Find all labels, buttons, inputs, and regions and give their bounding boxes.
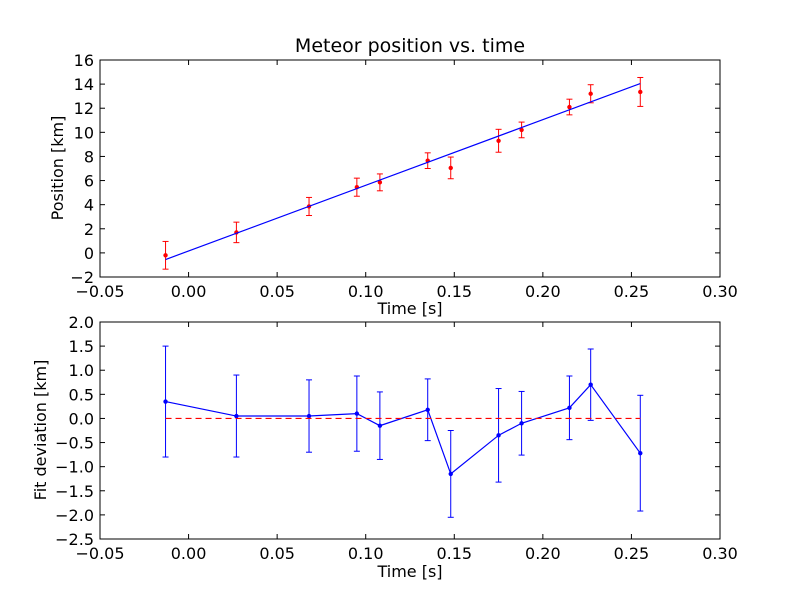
top-chart-title: Meteor position vs. time [295, 35, 525, 57]
bottom-data-point [519, 421, 524, 426]
bottom-data-point [588, 382, 593, 387]
bottom-axes: −0.05 0.00 0.05 0.10 0.15 0.20 0.25 0.30 −2.5 −2.… [31, 313, 738, 581]
top-axes: Meteor position vs. time −0.05 0.00 0.05 0.… [48, 35, 738, 318]
top-y-tick-label: −2 [70, 268, 94, 287]
top-data-point [588, 91, 593, 96]
bottom-x-tick-label: 0.25 [614, 544, 650, 563]
bottom-data-point [638, 450, 643, 456]
bottom-data-point [567, 405, 572, 411]
bottom-deviation-line [165, 383, 641, 475]
bottom-x-tick-label: 0.10 [348, 544, 384, 563]
bottom-data-point [306, 413, 312, 419]
top-data-point [377, 180, 383, 185]
bottom-y-tick-label: −0.5 [55, 434, 94, 453]
bottom-data-point [448, 471, 453, 477]
bottom-y-tick-label: 1.5 [69, 337, 94, 356]
top-fit-line [165, 82, 641, 261]
top-y-tick-label: 10 [74, 123, 94, 142]
bottom-data-point [354, 411, 360, 416]
top-x-tick-label: 0.25 [614, 282, 650, 301]
top-y-tick-label: 8 [84, 147, 94, 166]
top-x-tick-label: 0.05 [259, 282, 295, 301]
bottom-data-point [234, 413, 239, 419]
top-x-tick-label: 0.10 [348, 282, 384, 301]
top-data-point [496, 138, 501, 143]
top-y-tick-label: 12 [74, 99, 94, 118]
top-y-tick-label: 0 [84, 244, 94, 263]
bottom-data-point [496, 433, 501, 438]
top-data-point [448, 165, 453, 171]
bottom-y-tick-label: −1.5 [55, 482, 94, 501]
bottom-y-tick-label: 0.5 [69, 385, 94, 404]
bottom-y-tick-label: 1.0 [69, 361, 94, 380]
top-x-axis-label: Time [s] [376, 299, 442, 318]
bottom-x-tick-label: 0.00 [171, 544, 207, 563]
top-plot-area: −0.05 0.00 0.05 0.10 0.15 0.20 0.25 0.30 −2 0 2 4 6 8… [70, 51, 737, 301]
top-y-tick-label: 2 [84, 220, 94, 239]
bottom-x-axis-label: Time [s] [376, 562, 442, 581]
top-y-axis-label: Position [km] [48, 116, 67, 221]
bottom-data-point [163, 399, 168, 404]
bottom-y-tick-label: −2.5 [55, 530, 94, 549]
top-data-point [567, 104, 572, 110]
top-y-tick-label: 6 [84, 172, 94, 191]
bottom-data-point [377, 423, 383, 428]
top-y-tick-label: 14 [74, 75, 94, 94]
top-y-tick-label: 16 [74, 51, 94, 70]
top-data-point [519, 127, 524, 133]
bottom-y-tick-label: −2.0 [55, 506, 94, 525]
bottom-x-tick-label: −0.05 [75, 544, 124, 563]
bottom-x-tick-label: 0.30 [702, 544, 738, 563]
bottom-plot-frame [99, 321, 721, 540]
top-x-tick-label: 0.30 [702, 282, 738, 301]
top-x-tick-label: 0.20 [525, 282, 561, 301]
bottom-y-tick-label: 2.0 [69, 313, 94, 332]
bottom-data-point [425, 407, 430, 412]
top-x-tick-label: 0.00 [171, 282, 207, 301]
bottom-x-tick-label: 0.05 [259, 544, 295, 563]
top-x-tick-label: −0.05 [75, 282, 124, 301]
bottom-plot-area: −0.05 0.00 0.05 0.10 0.15 0.20 0.25 0.30 −2.5 −2.… [55, 313, 738, 563]
bottom-x-tick-label: 0.20 [525, 544, 561, 563]
bottom-y-tick-label: −1.0 [55, 458, 94, 477]
bottom-x-tick-label: 0.15 [436, 544, 472, 563]
top-data-point [638, 89, 643, 95]
top-data-point [163, 253, 168, 258]
bottom-y-axis-label: Fit deviation [km] [31, 360, 50, 501]
top-x-tick-label: 0.15 [436, 282, 472, 301]
top-y-tick-label: 4 [84, 196, 94, 215]
bottom-y-tick-label: 0.0 [69, 409, 94, 428]
